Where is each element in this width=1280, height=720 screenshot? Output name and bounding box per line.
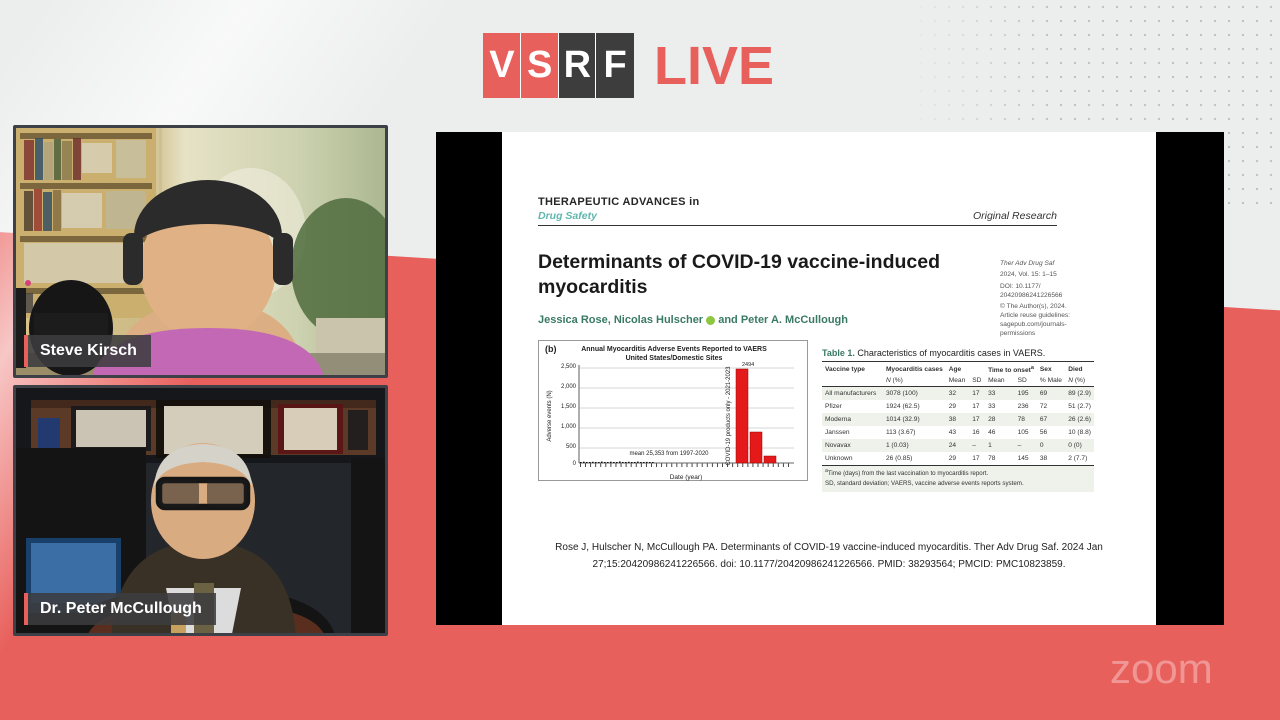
svg-text:Adverse events (N): Adverse events (N) xyxy=(547,390,553,441)
svg-text:United States/Domestic Sites: United States/Domestic Sites xyxy=(626,355,723,362)
svg-text:mean 25,353 from 1997-2020: mean 25,353 from 1997-2020 xyxy=(629,451,709,457)
svg-text:2,500: 2,500 xyxy=(561,364,577,370)
svg-text:Annual Myocarditis Adverse Eve: Annual Myocarditis Adverse Events Report… xyxy=(581,346,767,353)
svg-text:1,500: 1,500 xyxy=(561,404,577,410)
svg-text:Date (year): Date (year) xyxy=(670,474,703,481)
svg-text:2494: 2494 xyxy=(742,362,754,368)
svg-text:1,000: 1,000 xyxy=(561,424,577,430)
svg-text:0: 0 xyxy=(573,461,577,467)
svg-text:500: 500 xyxy=(566,444,577,450)
svg-text:COVID-19 products only - 2021-: COVID-19 products only - 2021-2023 xyxy=(726,366,732,466)
svg-text:(b): (b) xyxy=(545,344,557,354)
svg-text:2,000: 2,000 xyxy=(561,384,577,390)
